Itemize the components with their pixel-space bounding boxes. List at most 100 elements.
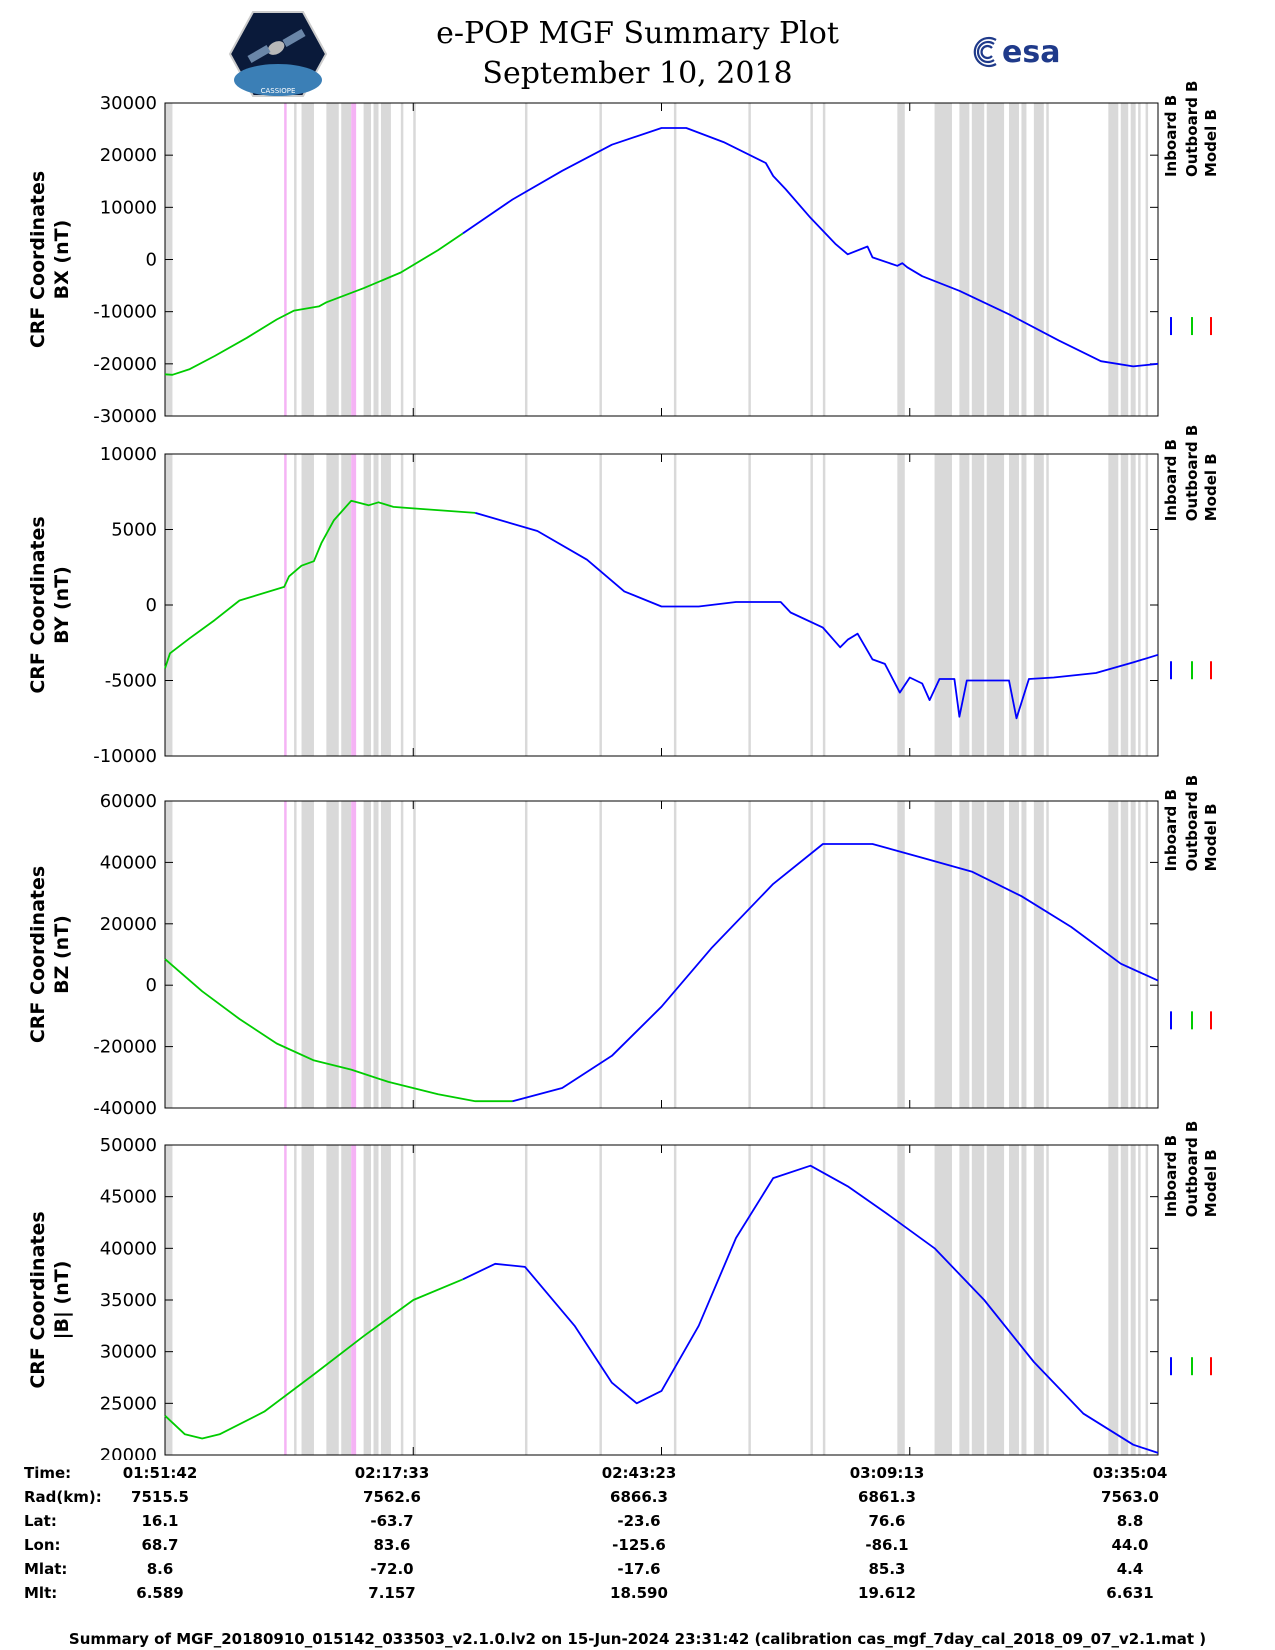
series-line <box>164 232 464 376</box>
gray-band <box>748 103 751 416</box>
gray-band <box>971 801 985 1108</box>
gray-band <box>986 1145 1005 1455</box>
pink-band <box>284 1145 287 1455</box>
y-axis-unit-label: BX (nT) <box>51 220 73 300</box>
y-tick-label: -20000 <box>93 1037 157 1058</box>
info-time-1: 02:17:33 <box>354 1464 430 1482</box>
info-mlat-3: 85.3 <box>868 1560 906 1578</box>
gray-band <box>1021 1145 1027 1455</box>
y-axis-unit-label: BY (nT) <box>51 566 73 644</box>
gray-band <box>971 103 985 416</box>
info-lat-3: 76.6 <box>868 1512 906 1530</box>
y-axis-label: CRF Coordinates <box>27 866 49 1043</box>
gray-band <box>380 454 391 756</box>
legend-label: Inboard B <box>1162 1135 1180 1217</box>
gray-band <box>294 1145 297 1455</box>
gray-band <box>986 801 1005 1108</box>
gray-band <box>959 454 970 756</box>
gray-band <box>1046 801 1049 1108</box>
legend-label: Outboard B <box>1183 1121 1201 1218</box>
y-tick-label: 0 <box>146 595 157 616</box>
gray-band <box>1046 103 1049 416</box>
gray-band <box>1021 103 1027 416</box>
gray-band <box>822 103 826 416</box>
gray-band <box>294 454 297 756</box>
gray-band <box>400 454 404 756</box>
mgf-summary-chart: -30000 -20000 -10000 0 10000 20000 30000 CRF Co… <box>27 80 1220 1460</box>
gray-band <box>897 801 905 1108</box>
gray-band <box>897 103 905 416</box>
gray-band <box>1009 103 1019 416</box>
gray-band <box>599 103 602 416</box>
gray-band <box>413 454 416 756</box>
gray-band <box>1138 1145 1141 1455</box>
gray-band <box>959 801 970 1108</box>
info-lon-2: -125.6 <box>612 1536 666 1554</box>
gray-band <box>599 801 602 1108</box>
gray-band <box>810 1145 813 1455</box>
gray-band <box>1046 454 1049 756</box>
gray-band <box>897 1145 905 1455</box>
gray-band <box>400 103 404 416</box>
gray-band <box>673 103 677 416</box>
info-lon-1: 83.6 <box>373 1536 411 1554</box>
gray-band <box>1138 103 1141 416</box>
series-line <box>462 1164 1159 1454</box>
y-tick-label: 20000 <box>100 914 157 935</box>
gray-band <box>1108 801 1119 1108</box>
gray-band <box>1130 454 1136 756</box>
gray-band <box>822 454 826 756</box>
gray-band <box>373 801 379 1108</box>
pink-band <box>351 103 357 416</box>
series-line <box>512 843 1159 1103</box>
cassiope-logo-text: CASSIOPE <box>261 87 296 95</box>
y-tick-label: -5000 <box>105 671 157 692</box>
gray-band <box>673 801 677 1108</box>
info-mlt-0: 6.589 <box>136 1584 184 1602</box>
gray-band <box>524 801 528 1108</box>
info-time-0: 01:51:42 <box>122 1464 198 1482</box>
y-tick-label: 20000 <box>100 145 157 166</box>
legend-label: Outboard B <box>1183 775 1201 872</box>
legend-label: Outboard B <box>1183 425 1201 522</box>
gray-band <box>1130 103 1136 416</box>
y-tick-label: 30000 <box>100 1342 157 1363</box>
series-line <box>164 958 513 1103</box>
gray-band <box>748 454 751 756</box>
gray-band <box>524 1145 528 1455</box>
gray-band <box>341 103 352 416</box>
pink-band <box>351 801 357 1108</box>
gray-band <box>934 801 952 1108</box>
gray-band <box>810 103 813 416</box>
gray-band <box>373 454 379 756</box>
gray-band <box>165 801 173 1108</box>
y-axis-unit-label: BZ (nT) <box>51 915 73 994</box>
gray-band <box>373 103 379 416</box>
gray-band <box>524 454 528 756</box>
info-mlat-4: 4.4 <box>1116 1560 1144 1578</box>
gray-band <box>986 103 1005 416</box>
gray-band <box>810 801 813 1108</box>
gray-band <box>341 1145 352 1455</box>
info-mlt-4: 6.631 <box>1106 1584 1154 1602</box>
gray-band <box>1033 454 1044 756</box>
gray-band <box>934 103 952 416</box>
gray-band <box>959 103 970 416</box>
gray-band <box>971 454 985 756</box>
gray-band <box>524 103 528 416</box>
gray-band <box>1120 1145 1129 1455</box>
gray-band <box>748 1145 751 1455</box>
info-lon-3: -86.1 <box>865 1536 909 1554</box>
info-lon-4: 44.0 <box>1111 1536 1149 1554</box>
info-lat-2: -23.6 <box>617 1512 661 1530</box>
gray-band <box>1145 801 1149 1108</box>
gray-band <box>810 454 813 756</box>
gray-band <box>1021 801 1027 1108</box>
footer-caption: Summary of MGF_20180910_015142_033503_v2… <box>68 1630 1207 1648</box>
y-tick-label: -20000 <box>93 354 157 375</box>
info-label-mlat: Mlat: <box>24 1560 68 1578</box>
gray-band <box>822 1145 826 1455</box>
info-rad-0: 7515.5 <box>131 1488 189 1506</box>
legend-label: Inboard B <box>1162 95 1180 177</box>
gray-band <box>380 103 391 416</box>
